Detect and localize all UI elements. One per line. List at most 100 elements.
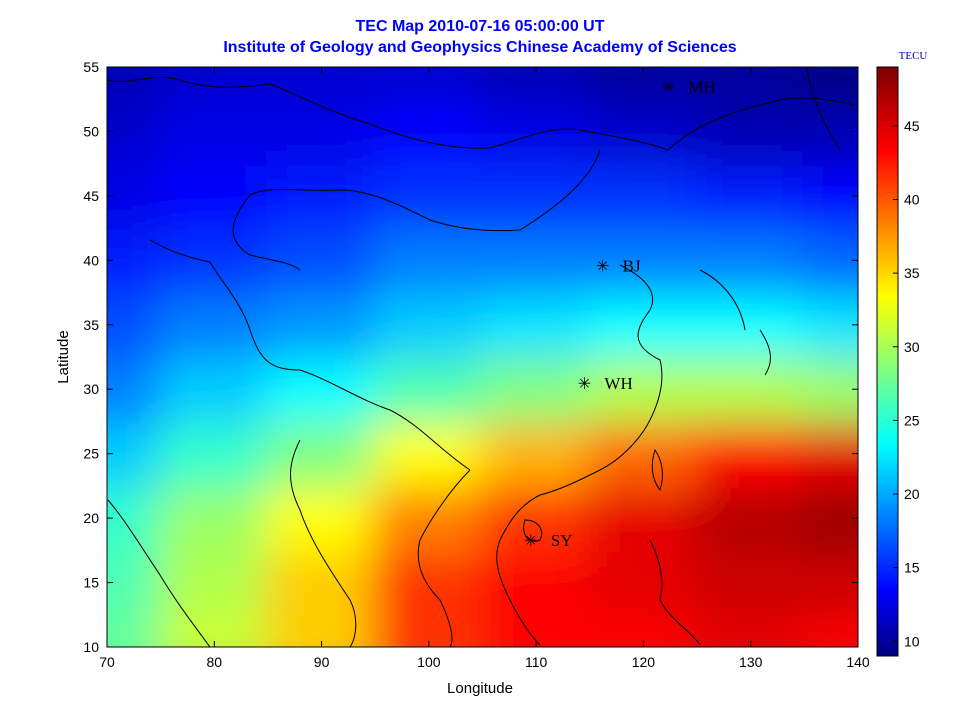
heatmap-cell — [695, 226, 807, 295]
heatmap-cell — [373, 97, 485, 166]
heatmap-cell — [107, 67, 163, 102]
y-tick-label: 25 — [83, 446, 99, 462]
heatmap-cell — [158, 419, 270, 488]
heatmap-cell — [107, 97, 163, 166]
heatmap-cell — [158, 226, 270, 295]
x-tick-label: 80 — [206, 654, 222, 670]
heatmap-cell — [695, 419, 807, 488]
heatmap-cell — [802, 419, 858, 488]
heatmap-cell — [695, 355, 807, 424]
heatmap-cell — [107, 548, 163, 617]
colorbar-tick-label: 40 — [904, 192, 920, 208]
x-tick-label: 100 — [417, 654, 441, 670]
y-tick-label: 30 — [83, 381, 99, 397]
heatmap-cell — [587, 548, 700, 617]
heatmap-cell — [158, 97, 270, 166]
heatmap-cell — [107, 612, 163, 647]
heatmap-cell — [158, 548, 270, 617]
x-tick-label: 110 — [525, 654, 548, 670]
heatmap-cell — [265, 161, 378, 231]
heatmap-cell — [802, 483, 858, 553]
chart-title: TEC Map 2010-07-16 05:00:00 UT — [355, 18, 605, 35]
x-tick-label: 90 — [314, 654, 330, 670]
heatmap-cell — [480, 290, 592, 359]
x-tick-label: 130 — [739, 654, 763, 670]
chart-subtitle: Institute of Geology and Geophysics Chin… — [223, 39, 737, 56]
station-marker: ✳ — [524, 531, 537, 550]
heatmap-cell — [265, 97, 378, 166]
colorbar-tick-label: 20 — [904, 486, 920, 502]
heatmap-cell — [802, 161, 858, 231]
heatmap-cell — [480, 161, 592, 231]
heatmap-cell — [265, 355, 378, 424]
station-marker: ✳ — [596, 256, 609, 275]
colorbar-tick-label: 10 — [904, 633, 920, 649]
heatmap-cell — [802, 612, 858, 647]
heatmap-cell — [373, 161, 485, 231]
heatmap-cell — [587, 419, 700, 488]
heatmap-cell — [373, 548, 485, 617]
y-axis: 10 15 20 25 30 35 40 45 50 55 — [83, 59, 858, 655]
heatmap-cell — [107, 355, 163, 424]
heatmap-area — [107, 67, 858, 647]
station-label: WH — [604, 374, 632, 393]
colorbar-tick-label: 25 — [904, 412, 920, 428]
y-tick-label: 50 — [83, 123, 99, 139]
heatmap-cell — [480, 226, 592, 295]
x-tick-label: 140 — [846, 654, 870, 670]
y-tick-label: 15 — [83, 575, 99, 591]
heatmap-cell — [587, 97, 700, 166]
heatmap-cell — [802, 67, 858, 102]
heatmap-cell — [587, 161, 700, 231]
heatmap-cell — [695, 483, 807, 553]
colorbar-tick-label: 15 — [904, 560, 920, 576]
heatmap-cell — [107, 483, 163, 553]
heatmap-cells — [107, 67, 858, 647]
heatmap-cell — [373, 419, 485, 488]
heatmap-cell — [265, 548, 378, 617]
heatmap-cell — [107, 419, 163, 488]
colorbar-ticks: 10 15 20 25 30 35 40 45 — [893, 118, 920, 649]
y-tick-label: 10 — [83, 639, 99, 655]
heatmap-cell — [480, 548, 592, 617]
heatmap-cell — [480, 355, 592, 424]
heatmap-cell — [158, 161, 270, 231]
heatmap-cell — [587, 226, 700, 295]
heatmap-cell — [802, 355, 858, 424]
heatmap-cell — [158, 290, 270, 359]
y-tick-label: 40 — [83, 252, 99, 268]
heatmap-cell — [265, 483, 378, 553]
heatmap-cell — [802, 290, 858, 359]
heatmap-cell — [480, 419, 592, 488]
heatmap-cell — [480, 97, 592, 166]
x-axis: 70 80 90 100 110 120 130 140 — [99, 67, 870, 670]
colorbar-tick-label: 45 — [904, 118, 920, 134]
heatmap-cell — [107, 226, 163, 295]
heatmap-cell — [695, 161, 807, 231]
y-tick-label: 45 — [83, 188, 99, 204]
x-tick-label: 120 — [632, 654, 656, 670]
y-tick-label: 55 — [83, 59, 99, 75]
heatmap-cell — [158, 355, 270, 424]
heatmap-cell — [373, 355, 485, 424]
colorbar-tick-label: 30 — [904, 339, 920, 355]
heatmap-cell — [158, 483, 270, 553]
heatmap-cell — [587, 355, 700, 424]
colorbar-tick-label: 35 — [904, 265, 920, 281]
heatmap-cell — [802, 226, 858, 295]
heatmap-cell — [265, 226, 378, 295]
y-tick-label: 35 — [83, 317, 99, 333]
x-tick-label: 70 — [99, 654, 115, 670]
coastlines — [107, 67, 856, 647]
y-tick-label: 20 — [83, 510, 99, 526]
station-marker: ✳ — [661, 77, 674, 96]
station-marker: ✳ — [578, 374, 591, 393]
heatmap-cell — [107, 290, 163, 359]
heatmap-cell — [265, 419, 378, 488]
heatmap-cell — [695, 290, 807, 359]
colorbar — [876, 66, 899, 657]
heatmap-cell — [373, 226, 485, 295]
station-label: MH — [688, 77, 715, 96]
x-axis-label: Longitude — [447, 680, 513, 697]
